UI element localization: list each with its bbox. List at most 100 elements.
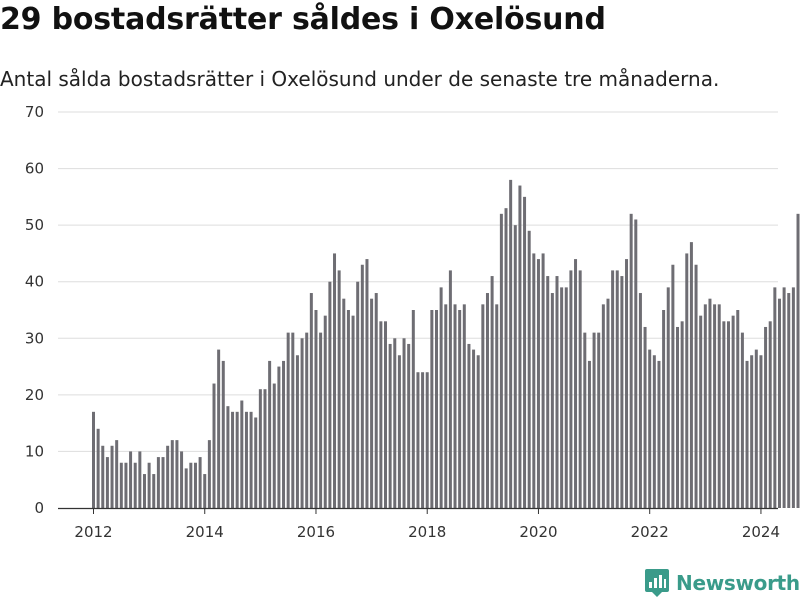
newsworthy-logo-icon bbox=[645, 569, 669, 597]
bar bbox=[685, 253, 689, 508]
bar bbox=[504, 208, 508, 508]
bar bbox=[666, 287, 670, 508]
bar bbox=[601, 304, 605, 508]
bar bbox=[96, 428, 100, 508]
bar bbox=[444, 304, 448, 508]
bar bbox=[689, 242, 693, 508]
bar bbox=[694, 264, 698, 508]
bar bbox=[133, 462, 137, 508]
bar bbox=[244, 411, 248, 508]
bar bbox=[416, 372, 420, 508]
y-tick-label: 10 bbox=[25, 442, 44, 460]
x-tick-label: 2016 bbox=[297, 523, 335, 541]
bar bbox=[92, 411, 95, 508]
bar bbox=[184, 468, 188, 508]
bar bbox=[717, 304, 721, 508]
x-tick-label: 2020 bbox=[519, 523, 557, 541]
bar bbox=[592, 332, 596, 508]
bar bbox=[351, 315, 355, 508]
y-tick-label: 70 bbox=[25, 103, 44, 121]
bar bbox=[773, 287, 777, 508]
x-tick-label: 2014 bbox=[186, 523, 224, 541]
bar bbox=[268, 360, 272, 508]
bar bbox=[166, 445, 170, 508]
bar bbox=[527, 230, 531, 509]
bar bbox=[546, 276, 550, 508]
bar bbox=[226, 406, 230, 508]
bar bbox=[680, 321, 684, 508]
x-tick-label: 2024 bbox=[742, 523, 780, 541]
bar bbox=[560, 287, 564, 508]
bar bbox=[323, 315, 327, 508]
bar bbox=[541, 253, 545, 508]
bar bbox=[180, 451, 184, 508]
bar bbox=[235, 411, 239, 508]
bar bbox=[110, 445, 114, 508]
bar bbox=[101, 445, 105, 508]
bar bbox=[777, 298, 781, 508]
bar bbox=[615, 270, 619, 508]
bar bbox=[249, 411, 253, 508]
bar bbox=[138, 451, 142, 508]
bar bbox=[518, 185, 522, 509]
bar bbox=[430, 310, 434, 508]
bar bbox=[105, 457, 109, 508]
bar bbox=[453, 304, 457, 508]
bar bbox=[370, 298, 374, 508]
bar bbox=[240, 400, 244, 508]
bar bbox=[611, 270, 615, 508]
brand-name: Newsworthy bbox=[676, 571, 800, 595]
bar bbox=[532, 253, 536, 508]
bar bbox=[699, 315, 703, 508]
bar bbox=[764, 326, 768, 508]
bar bbox=[555, 276, 559, 508]
bar bbox=[467, 343, 471, 508]
bar bbox=[231, 411, 235, 508]
y-tick-label: 50 bbox=[25, 216, 44, 234]
newsworthy-logo: Newsworthy bbox=[644, 568, 800, 598]
bar bbox=[129, 451, 133, 508]
chart-subtitle: Antal sålda bostadsrätter i Oxelösund un… bbox=[0, 67, 720, 91]
y-tick-label: 60 bbox=[25, 160, 44, 178]
bar bbox=[258, 389, 262, 508]
bar bbox=[564, 287, 568, 508]
bar bbox=[703, 304, 707, 508]
bar bbox=[175, 440, 179, 508]
bar bbox=[198, 457, 202, 508]
bar bbox=[142, 474, 146, 508]
bar bbox=[662, 310, 666, 508]
bar bbox=[346, 310, 350, 508]
bar bbox=[754, 349, 758, 508]
bar bbox=[536, 259, 540, 508]
bar bbox=[708, 298, 712, 508]
bar bbox=[634, 219, 638, 508]
bar bbox=[782, 287, 786, 508]
bar bbox=[147, 462, 151, 508]
bar bbox=[550, 293, 554, 508]
bar bbox=[277, 366, 281, 508]
bar bbox=[583, 332, 587, 508]
bar bbox=[221, 360, 225, 508]
bar bbox=[342, 298, 346, 508]
bar bbox=[282, 360, 286, 508]
bar bbox=[300, 338, 304, 508]
bar bbox=[439, 287, 443, 508]
bar bbox=[671, 264, 675, 508]
bar bbox=[587, 360, 591, 508]
bar bbox=[731, 315, 735, 508]
bar bbox=[212, 383, 216, 508]
bar bbox=[759, 355, 763, 508]
bar bbox=[309, 293, 313, 508]
bar bbox=[643, 326, 647, 508]
bar bbox=[523, 196, 527, 508]
bar bbox=[638, 293, 642, 508]
bar bbox=[569, 270, 573, 508]
bar bbox=[393, 338, 397, 508]
bar bbox=[750, 355, 754, 508]
bar bbox=[305, 332, 309, 508]
bar bbox=[597, 332, 601, 508]
bar bbox=[796, 213, 800, 509]
bar bbox=[448, 270, 452, 508]
x-tick-label: 2012 bbox=[74, 523, 112, 541]
